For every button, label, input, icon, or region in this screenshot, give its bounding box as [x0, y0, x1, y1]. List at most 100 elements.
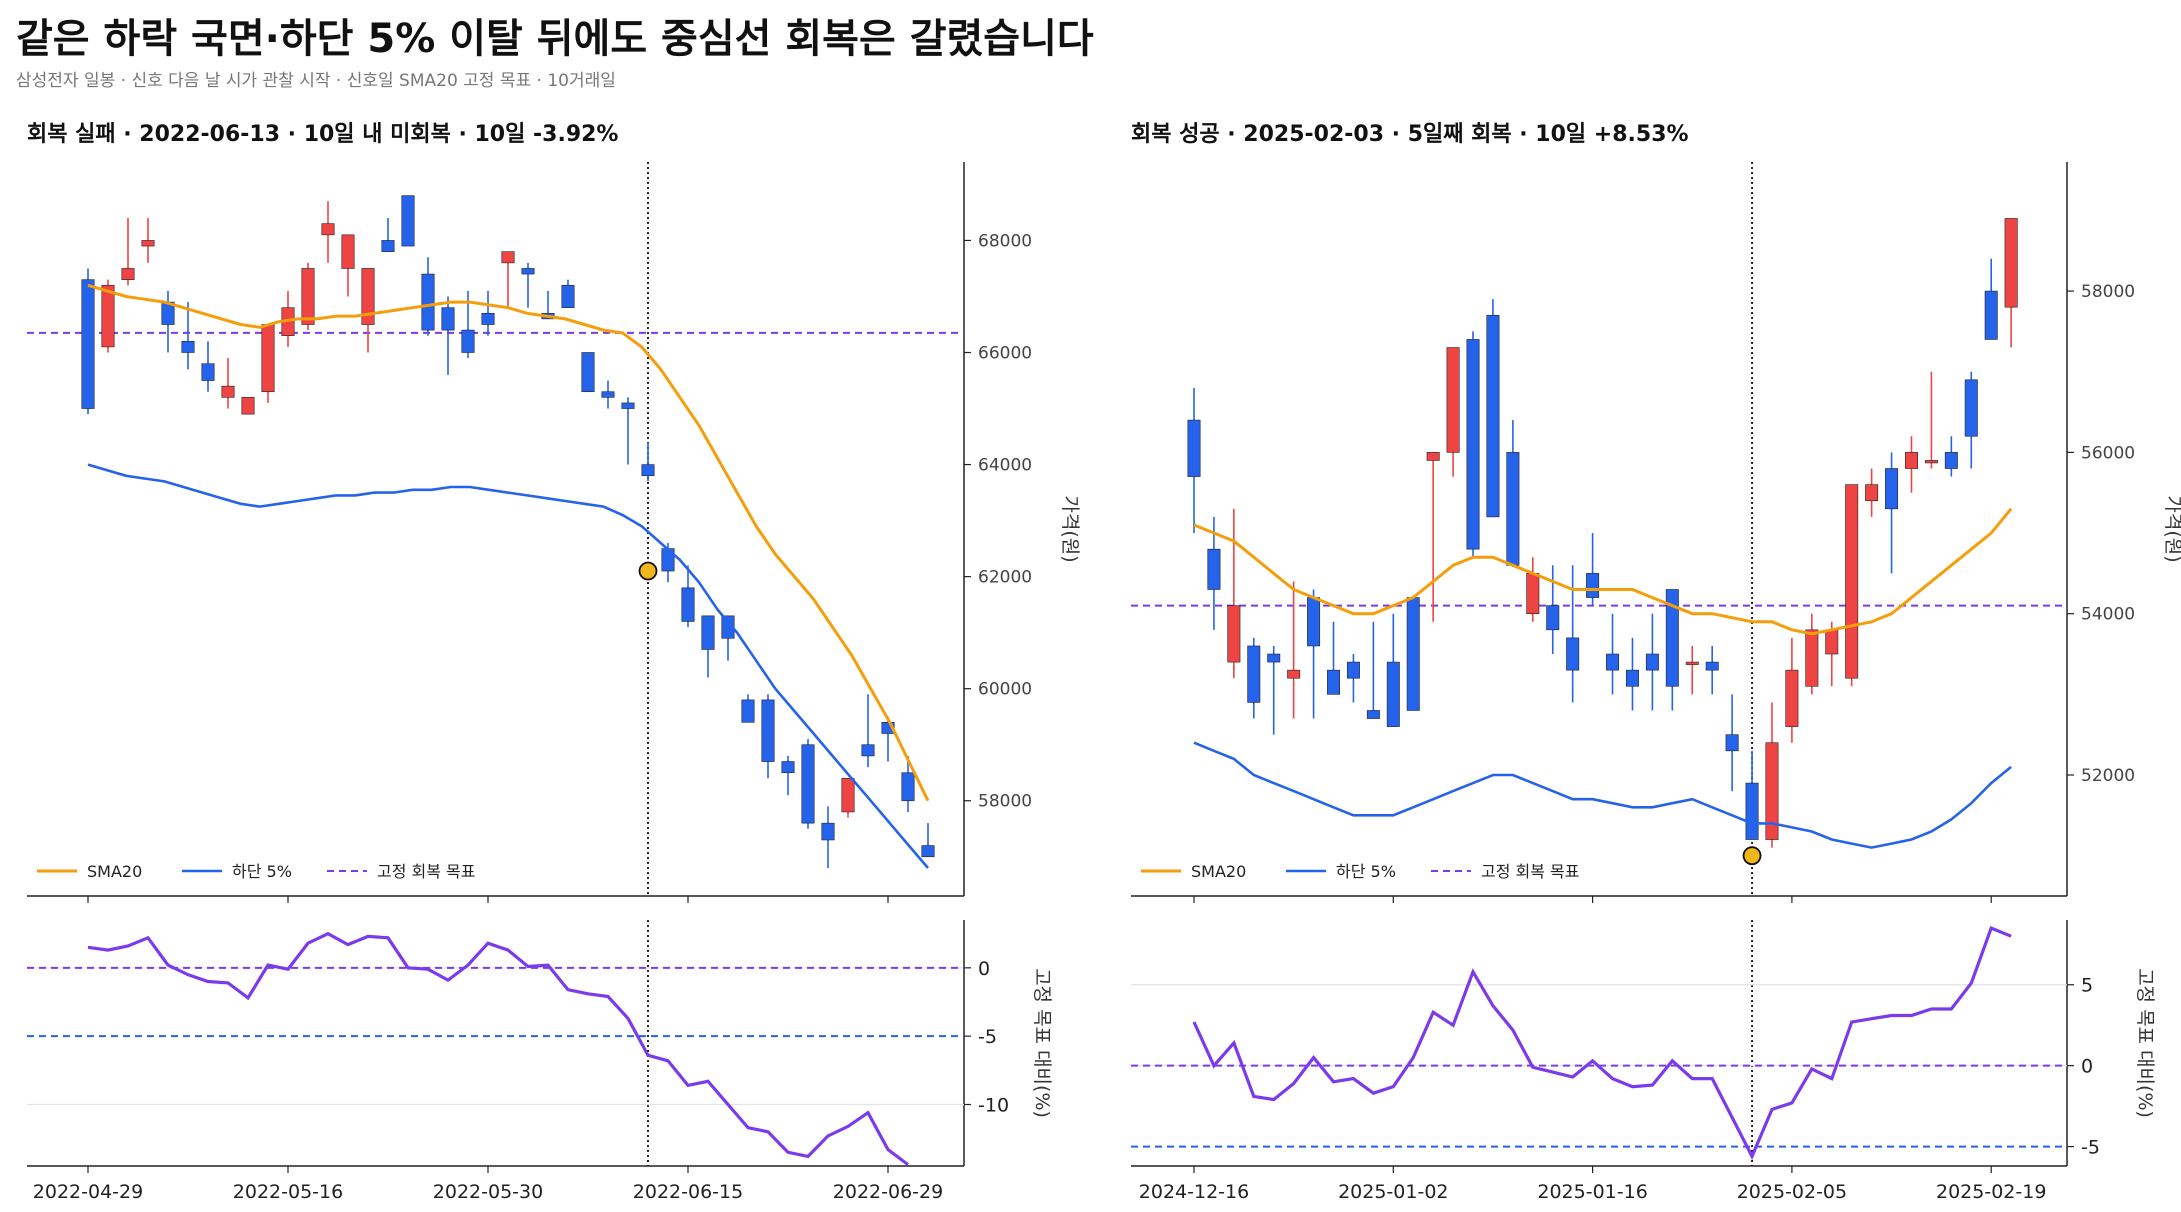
- candle-body: [381, 240, 395, 252]
- candle-body: [221, 385, 235, 398]
- y-tick-label: 58000: [978, 792, 1032, 812]
- candle-body: [461, 329, 475, 353]
- candle-body: [721, 615, 735, 639]
- candle-body: [481, 312, 495, 325]
- candle-body: [81, 279, 95, 409]
- candle-body: [1606, 653, 1620, 671]
- candle-body: [441, 307, 455, 331]
- candle-body: [1506, 452, 1520, 566]
- dev-y-tick-label: 5: [2081, 975, 2093, 997]
- candle-body: [1267, 653, 1281, 663]
- candle-body: [1665, 589, 1679, 687]
- deviation-axis-label: 고정 목표 대비(%): [1031, 968, 1053, 1118]
- candle-body: [1426, 452, 1440, 461]
- candle-body: [701, 615, 715, 650]
- candle-body: [101, 284, 115, 348]
- candle-body: [1486, 314, 1500, 518]
- dev-y-tick-label: -5: [2081, 1137, 2100, 1159]
- candle-body: [501, 251, 515, 264]
- candle-body: [901, 772, 915, 802]
- candle-body: [301, 268, 315, 325]
- candle-body: [361, 268, 375, 325]
- panel-title: 회복 성공 · 2025-02-03 · 5일째 회복 · 10일 +8.53%: [1131, 122, 1689, 147]
- candle-body: [1227, 605, 1241, 663]
- sma20-line: [1193, 507, 2013, 636]
- y-tick-label: 56000: [2081, 443, 2135, 463]
- candle-body: [1207, 548, 1221, 590]
- price-axis-label: 가격(원): [2162, 495, 2181, 562]
- candles: [1187, 218, 2018, 848]
- candle-body: [341, 234, 355, 269]
- x-tick-label: 2025-02-05: [1737, 1181, 1847, 1203]
- legend-target-label: 고정 회복 목표: [377, 862, 476, 881]
- candle-body: [1466, 339, 1480, 550]
- legend-band-label: 하단 5%: [232, 862, 292, 881]
- legend-target-label: 고정 회복 목표: [1481, 862, 1580, 881]
- candle-body: [621, 402, 635, 409]
- y-tick-label: 68000: [978, 231, 1032, 251]
- candle-body: [1526, 573, 1540, 614]
- candles: [81, 195, 935, 868]
- candle-body: [1745, 782, 1759, 840]
- x-tick-label: 2025-01-02: [1338, 1181, 1448, 1203]
- candle-body: [1705, 661, 1719, 671]
- y-tick-label: 54000: [2081, 605, 2135, 625]
- x-tick-label: 2025-01-16: [1537, 1181, 1647, 1203]
- candle-body: [1307, 597, 1321, 647]
- candle-body: [261, 324, 275, 393]
- candle-body: [1327, 669, 1340, 695]
- signal-marker: [638, 561, 658, 581]
- candle-body: [1386, 661, 1400, 727]
- candle-body: [1905, 452, 1918, 469]
- candle-body: [581, 352, 595, 393]
- panel-title: 회복 실패 · 2022-06-13 · 10일 내 미회복 · 10일 -3.…: [27, 122, 618, 147]
- deviation-line: [1192, 925, 2012, 1161]
- page-subtitle: 삼성전자 일봉 · 신호 다음 날 시가 관찰 시작 · 신호일 SMA20 고…: [16, 71, 616, 91]
- candle-body: [521, 268, 535, 275]
- dev-y-tick-label: -5: [978, 1026, 997, 1048]
- candle-body: [1845, 484, 1859, 679]
- candle-body: [181, 340, 195, 353]
- x-tick-label: 2025-02-19: [1936, 1181, 2046, 1203]
- candle-body: [1446, 347, 1460, 453]
- candle-body: [641, 464, 655, 477]
- legend-sma-label: SMA20: [1191, 862, 1246, 881]
- candle-body: [1586, 573, 1600, 598]
- panel-1: 회복 실패 · 2022-06-13 · 10일 내 미회복 · 10일 -3.…: [27, 122, 1081, 1203]
- x-tick-label: 2022-05-30: [433, 1181, 543, 1203]
- candle-body: [1785, 669, 1799, 727]
- candle-body: [561, 284, 575, 308]
- candle-body: [1944, 452, 1958, 469]
- panel-2: 회복 성공 · 2025-02-03 · 5일째 회복 · 10일 +8.53%…: [1131, 122, 2181, 1203]
- page-title: 같은 하락 국면·하단 5% 이탈 뒤에도 중심선 회복은 갈렸습니다: [16, 16, 1094, 62]
- candle-body: [201, 363, 215, 381]
- y-tick-label: 62000: [978, 568, 1032, 588]
- candle-body: [321, 223, 335, 236]
- sma20-line: [87, 283, 930, 802]
- candle-body: [1406, 597, 1420, 711]
- candle-body: [241, 397, 255, 415]
- price-axis-label: 가격(원): [1059, 495, 1081, 562]
- legend-band-label: 하단 5%: [1336, 862, 1396, 881]
- candle-body: [1625, 669, 1639, 687]
- candle-body: [1805, 629, 1819, 687]
- candle-body: [1825, 629, 1839, 655]
- candle-body: [1924, 460, 1938, 464]
- candle-body: [861, 744, 875, 757]
- candle-body: [1366, 710, 1380, 719]
- legend-sma-label: SMA20: [87, 862, 142, 881]
- y-tick-label: 64000: [978, 456, 1032, 476]
- x-tick-label: 2022-04-29: [33, 1181, 143, 1203]
- candle-body: [1725, 734, 1739, 752]
- candle-body: [1865, 484, 1879, 502]
- x-tick-label: 2022-06-15: [633, 1181, 743, 1203]
- candle-body: [601, 391, 615, 398]
- candle-body: [801, 744, 815, 824]
- candle-body: [1247, 645, 1261, 703]
- dev-y-tick-label: 0: [2081, 1056, 2093, 1078]
- dev-y-tick-label: 0: [978, 958, 990, 980]
- candle-body: [401, 195, 415, 247]
- y-tick-label: 66000: [978, 344, 1032, 364]
- candle-body: [141, 240, 155, 247]
